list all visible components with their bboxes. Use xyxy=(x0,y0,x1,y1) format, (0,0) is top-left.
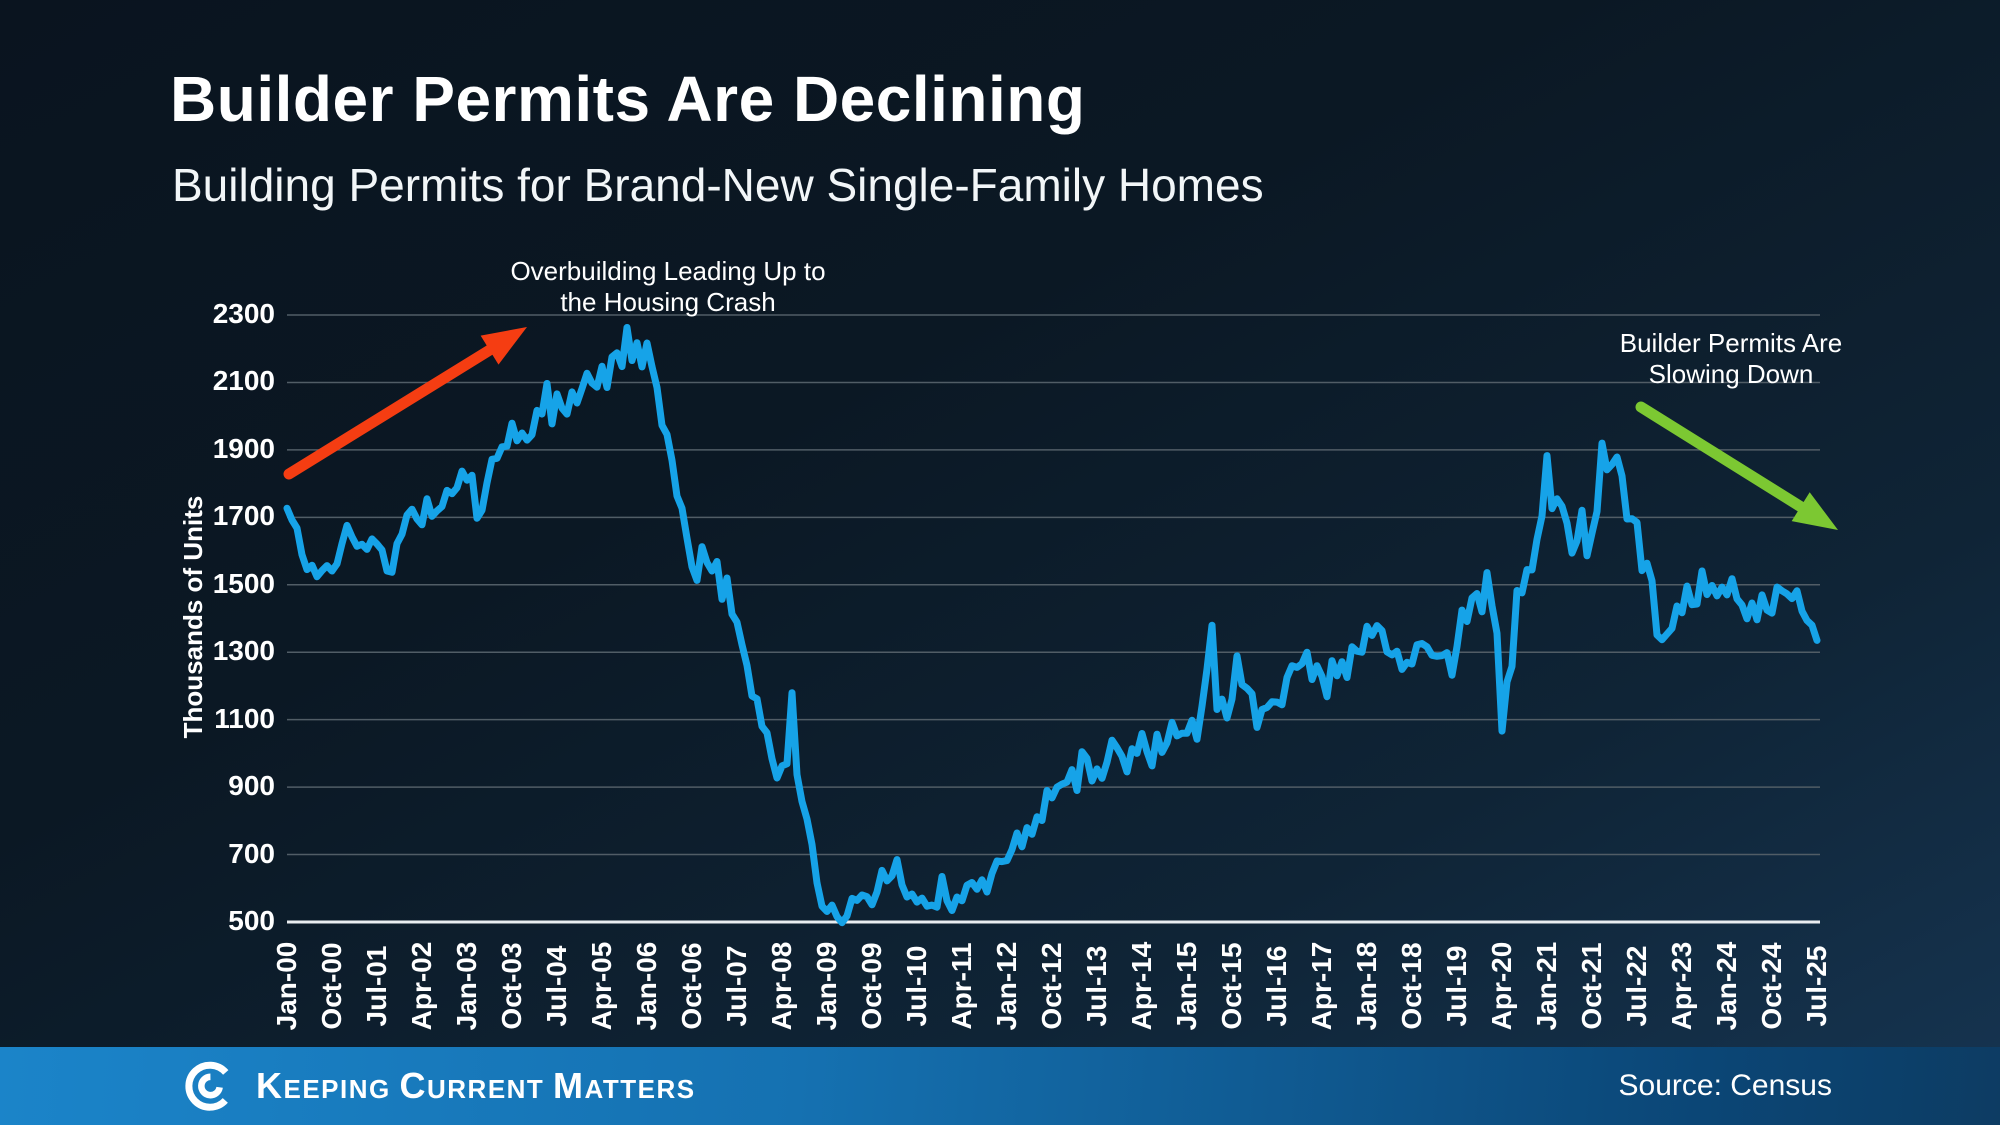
x-tick-label: Jan-24 xyxy=(1711,941,1742,1031)
x-tick-label: Apr-14 xyxy=(1126,941,1157,1031)
x-tick-label: Apr-05 xyxy=(586,941,617,1031)
x-tick-label: Jan-15 xyxy=(1171,941,1202,1031)
x-tick-label: Apr-17 xyxy=(1306,941,1337,1031)
x-tick-label: Jan-18 xyxy=(1351,941,1382,1031)
annotation-slowing: Builder Permits Are Slowing Down xyxy=(1471,328,1991,390)
page-title: Builder Permits Are Declining xyxy=(170,63,1086,135)
y-tick-label: 500 xyxy=(228,905,275,936)
x-tick-label: Apr-11 xyxy=(946,942,977,1030)
annotation-overbuilding: Overbuilding Leading Up to the Housing C… xyxy=(408,256,928,318)
x-tick-label: Jul-07 xyxy=(721,945,752,1027)
y-tick-label: 2300 xyxy=(212,298,275,329)
kcm-swirl-logo-icon xyxy=(185,1061,229,1111)
footer-bar: KEEPING CURRENT MATTERS Source: Census xyxy=(0,1047,2000,1125)
x-tick-label: Oct-18 xyxy=(1396,942,1427,1030)
permits-series-line xyxy=(283,324,1821,927)
x-tick-label: Jan-00 xyxy=(271,941,302,1031)
x-tick-label: Jul-22 xyxy=(1621,945,1652,1027)
brand: KEEPING CURRENT MATTERS xyxy=(182,1058,696,1114)
y-tick-label: 1100 xyxy=(214,702,275,734)
x-tick-label: Oct-24 xyxy=(1756,942,1787,1030)
x-tick-label: Jan-09 xyxy=(811,941,842,1031)
x-tick-label: Jan-06 xyxy=(631,941,662,1031)
x-tick-label: Oct-15 xyxy=(1216,942,1247,1030)
x-tick-label: Oct-21 xyxy=(1576,942,1607,1030)
x-tick-label: Oct-00 xyxy=(316,942,347,1030)
x-tick-label: Oct-03 xyxy=(496,942,527,1030)
x-tick-label: Jul-19 xyxy=(1441,945,1472,1027)
annotation-slowing-line2: Slowing Down xyxy=(1648,359,1814,389)
overbuilding-up-arrow-icon xyxy=(283,327,527,480)
x-tick-label: Apr-23 xyxy=(1666,941,1697,1031)
x-tick-label: Jan-03 xyxy=(451,941,482,1031)
y-tick-label: 1500 xyxy=(212,567,275,599)
x-tick-label: Oct-09 xyxy=(856,942,887,1030)
x-tick-label: Jul-01 xyxy=(361,945,392,1027)
x-tick-label: Apr-02 xyxy=(406,941,437,1031)
y-tick-label: 900 xyxy=(228,770,275,802)
gridlines xyxy=(287,314,1820,924)
page-subtitle: Building Permits for Brand-New Single-Fa… xyxy=(172,159,1264,211)
annotation-overbuilding-line1: Overbuilding Leading Up to xyxy=(510,256,826,286)
x-tick-label: Jul-13 xyxy=(1081,945,1112,1027)
annotation-slowing-line1: Builder Permits Are xyxy=(1619,328,1843,358)
x-tick-label: Apr-08 xyxy=(766,941,797,1031)
x-tick-label: Jul-10 xyxy=(901,945,932,1027)
y-tick-label: 1700 xyxy=(212,500,275,532)
y-tick-label: 2100 xyxy=(212,365,275,397)
x-tick-label: Jul-04 xyxy=(541,945,572,1027)
x-tick-label: Jan-21 xyxy=(1531,941,1562,1031)
y-tick-label: 700 xyxy=(228,837,275,869)
x-tick-label: Jan-12 xyxy=(991,941,1022,1031)
x-tick-label: Oct-06 xyxy=(676,942,707,1030)
annotation-overbuilding-line2: the Housing Crash xyxy=(560,287,776,317)
source-label: Source: Census xyxy=(1618,1069,1832,1102)
x-tick-label: Jul-25 xyxy=(1801,945,1832,1027)
y-tick-label: 1300 xyxy=(212,635,275,667)
brand-name: KEEPING CURRENT MATTERS xyxy=(256,1065,696,1106)
x-tick-label: Apr-20 xyxy=(1486,941,1517,1031)
slowing-down-arrow-icon xyxy=(1635,401,1838,530)
x-tick-label: Oct-12 xyxy=(1036,942,1067,1030)
y-tick-label: 1900 xyxy=(212,432,275,464)
x-tick-label: Jul-16 xyxy=(1261,945,1292,1027)
